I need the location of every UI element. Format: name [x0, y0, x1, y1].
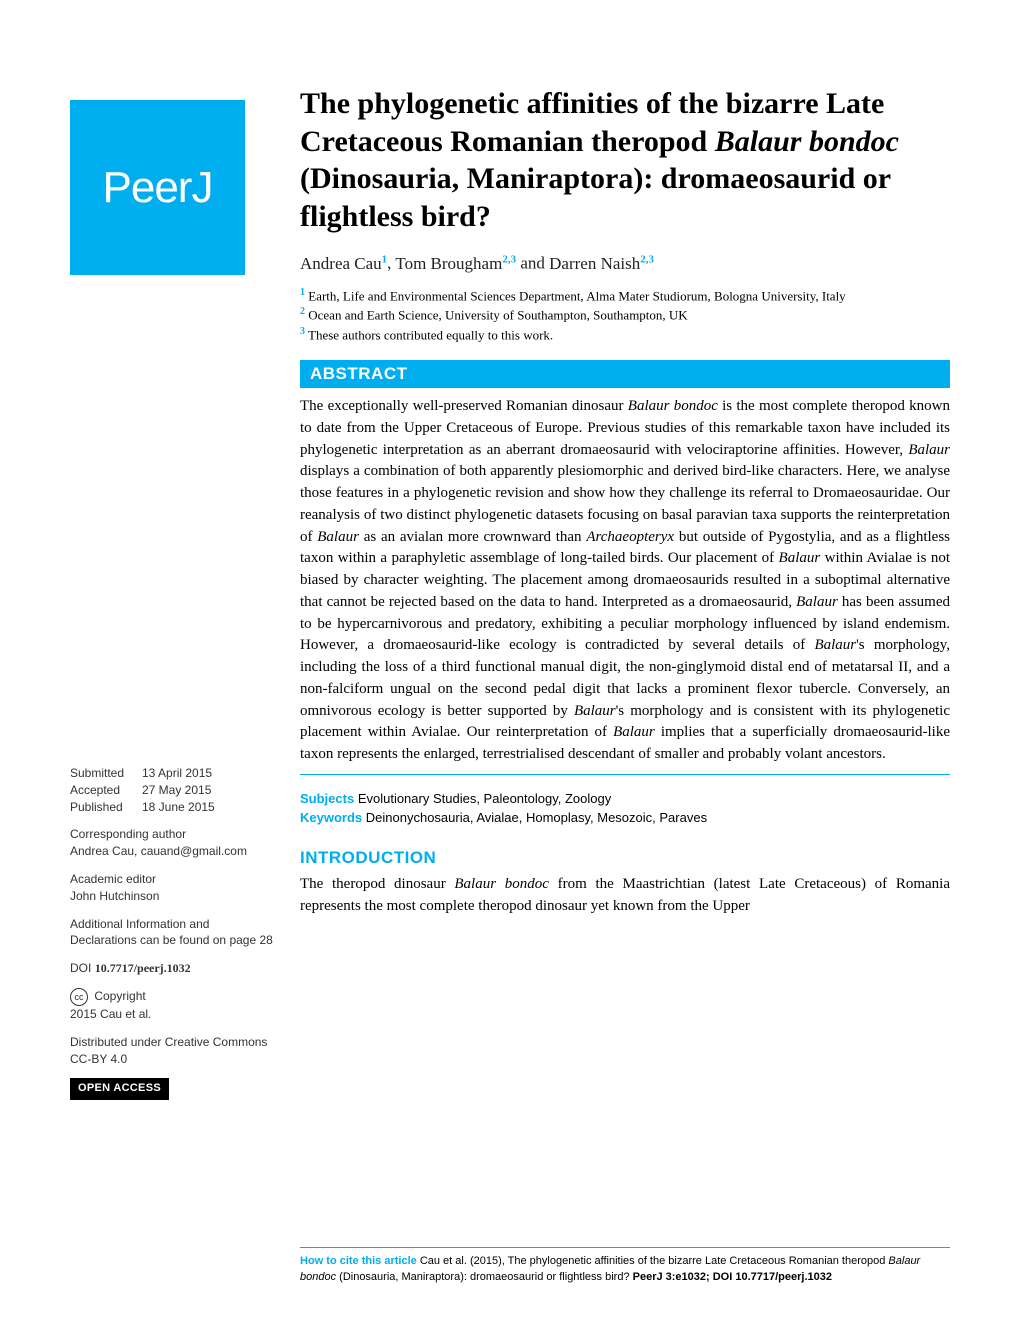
- species-name: Balaur: [613, 724, 655, 740]
- species-name: Balaur: [779, 550, 821, 566]
- logo-text: PeerJ: [103, 163, 213, 213]
- species-name: Balaur bondoc: [454, 876, 549, 892]
- abstract-body: The exceptionally well-preserved Romania…: [300, 396, 950, 766]
- corresponding-author-block: Corresponding author Andrea Cau, cauand@…: [70, 826, 275, 860]
- cite-label: How to cite this article: [300, 1255, 417, 1267]
- citation-footer: How to cite this article Cau et al. (201…: [300, 1247, 950, 1285]
- introduction-header: INTRODUCTION: [300, 848, 950, 868]
- editor-block: Academic editor John Hutchinson: [70, 871, 275, 905]
- editor-value: John Hutchinson: [70, 888, 275, 905]
- copyright-value: 2015 Cau et al.: [70, 1006, 275, 1023]
- affiliation: 3 These authors contributed equally to t…: [300, 325, 950, 345]
- dates-block: Submitted13 April 2015 Accepted27 May 20…: [70, 765, 275, 815]
- doi-block: DOI 10.7717/peerj.1032: [70, 960, 275, 977]
- copyright-label: Copyright: [94, 989, 145, 1003]
- subjects-text: Evolutionary Studies, Paleontology, Zool…: [358, 791, 611, 806]
- species-name: Balaur: [814, 637, 856, 653]
- sidebar: Submitted13 April 2015 Accepted27 May 20…: [70, 765, 275, 1100]
- doi-label: DOI: [70, 961, 91, 975]
- peerj-logo: PeerJ: [70, 100, 245, 275]
- editor-label: Academic editor: [70, 871, 275, 888]
- license-block: Distributed under Creative Commons CC-BY…: [70, 1034, 275, 1068]
- species-name: Balaur: [317, 529, 359, 545]
- additional-info-block: Additional Information and Declarations …: [70, 916, 275, 950]
- open-access-badge: OPEN ACCESS: [70, 1078, 275, 1099]
- affiliation: 2 Ocean and Earth Science, University of…: [300, 305, 950, 325]
- abstract-divider: [300, 774, 950, 775]
- species-name: Balaur: [574, 703, 616, 719]
- author: Andrea Cau1: [300, 254, 387, 273]
- date-submitted: Submitted13 April 2015: [70, 765, 275, 782]
- keywords-text: Deinonychosauria, Avialae, Homoplasy, Me…: [366, 810, 707, 825]
- author: Tom Brougham2,3: [395, 254, 516, 273]
- doi-value: 10.7717/peerj.1032: [95, 961, 191, 975]
- author: Darren Naish2,3: [549, 254, 654, 273]
- affiliations: 1 Earth, Life and Environmental Sciences…: [300, 286, 950, 345]
- article-title: The phylogenetic affinities of the bizar…: [300, 85, 950, 235]
- main-column: The phylogenetic affinities of the bizar…: [300, 85, 950, 917]
- introduction-body: The theropod dinosaur Balaur bondoc from…: [300, 874, 950, 918]
- subjects-label: Subjects: [300, 791, 354, 806]
- copyright-block: cc Copyright 2015 Cau et al.: [70, 988, 275, 1023]
- corresponding-value: Andrea Cau, cauand@gmail.com: [70, 843, 275, 860]
- affiliation: 1 Earth, Life and Environmental Sciences…: [300, 286, 950, 306]
- species-name: Balaur: [908, 442, 950, 458]
- corresponding-label: Corresponding author: [70, 826, 275, 843]
- date-accepted: Accepted27 May 2015: [70, 782, 275, 799]
- date-published: Published18 June 2015: [70, 799, 275, 816]
- species-name: Archaeopteryx: [586, 529, 674, 545]
- title-species: Balaur bondoc: [715, 125, 899, 158]
- page: PeerJ The phylogenetic affinities of the…: [0, 0, 1020, 1320]
- subjects-line: Subjects Evolutionary Studies, Paleontol…: [300, 789, 950, 809]
- cc-icon: cc: [70, 988, 88, 1006]
- species-name: Balaur: [796, 594, 838, 610]
- abstract-header: ABSTRACT: [300, 360, 950, 388]
- keywords-line: Keywords Deinonychosauria, Avialae, Homo…: [300, 808, 950, 828]
- title-post: (Dinosauria, Maniraptora): dromaeosaurid…: [300, 162, 891, 233]
- species-name: Balaur bondoc: [628, 398, 718, 414]
- keywords-label: Keywords: [300, 810, 362, 825]
- author-list: Andrea Cau1, Tom Brougham2,3 and Darren …: [300, 253, 950, 274]
